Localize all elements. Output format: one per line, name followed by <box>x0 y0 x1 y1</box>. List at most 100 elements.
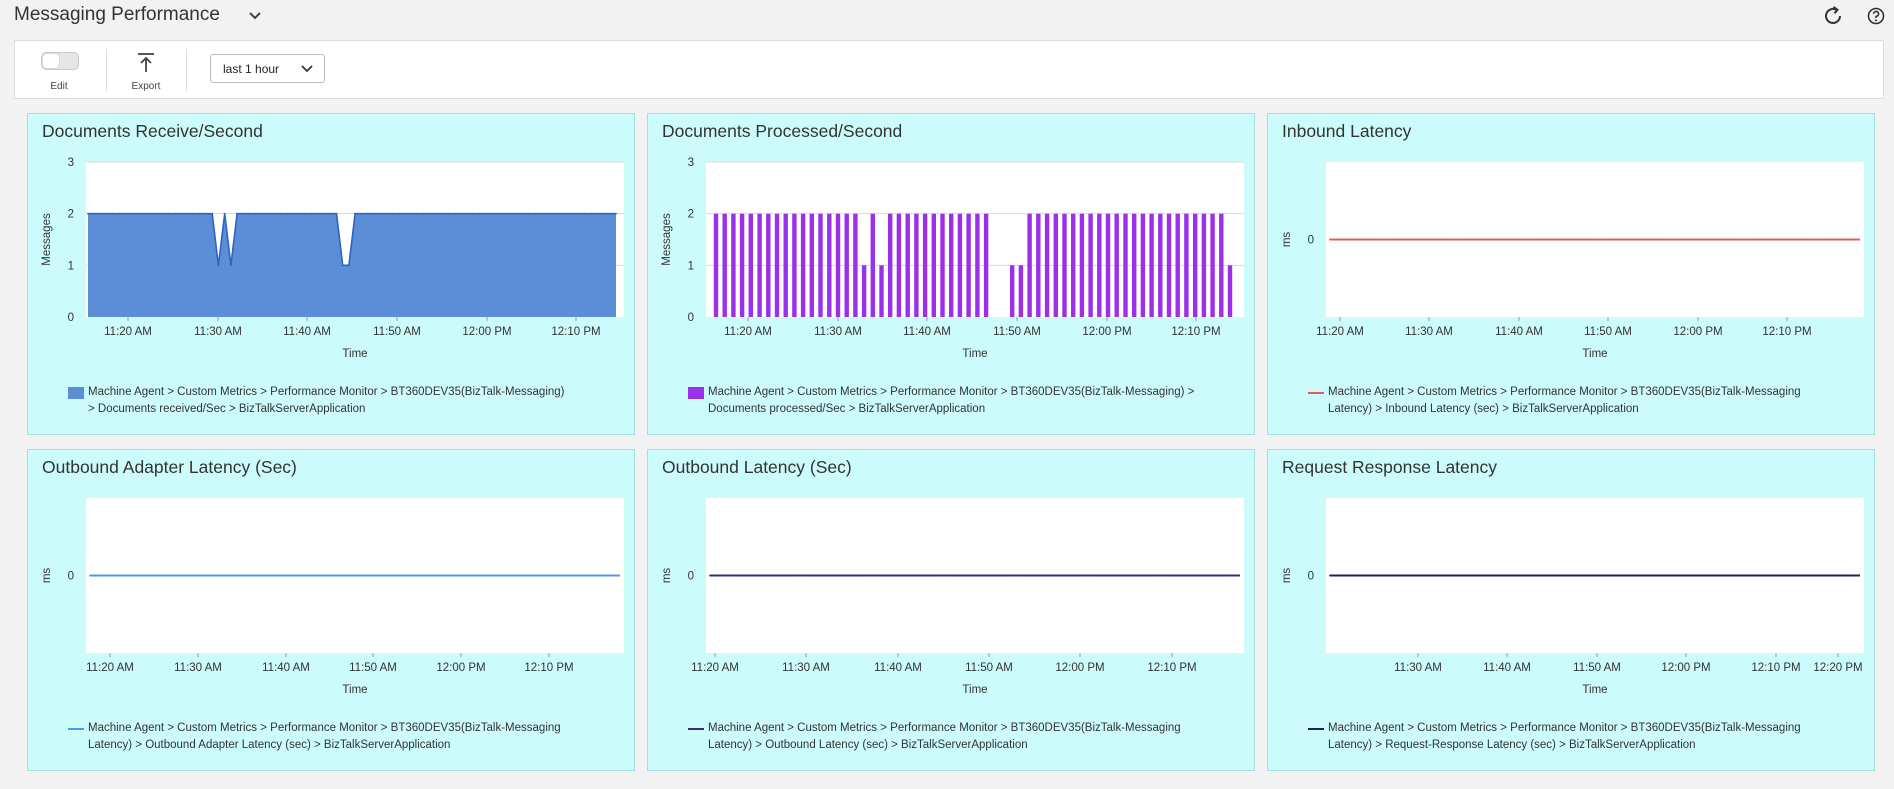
data-point <box>1356 574 1358 577</box>
y-axis-title: Messages <box>661 213 673 266</box>
chart-legend: Machine Agent > Custom Metrics > Perform… <box>688 720 1238 754</box>
data-point <box>552 212 555 215</box>
chart-area: 0 ms 11:20 AM 11:30 AM 11:40 AM 11:50 AM 12:00… <box>1281 162 1864 360</box>
data-point <box>781 574 783 577</box>
x-axis-title: Time <box>1582 348 1607 360</box>
bar <box>800 213 806 317</box>
edit-button[interactable]: Edit <box>31 50 87 94</box>
x-tick-label: 11:30 AM <box>194 326 242 338</box>
data-point <box>727 574 729 577</box>
data-point <box>997 574 999 577</box>
widget-outbound-latency[interactable]: Outbound Latency (Sec) 0 ms 11:20 AM 11:30 … <box>647 449 1255 771</box>
data-point <box>1473 238 1475 241</box>
data-point <box>1509 238 1511 241</box>
data-point <box>397 212 400 215</box>
data-point <box>1150 574 1152 577</box>
data-point <box>93 212 96 215</box>
data-point <box>602 212 605 215</box>
data-point <box>509 212 512 215</box>
x-tick-label: 11:40 AM <box>262 662 310 674</box>
toggle-knob <box>43 54 59 68</box>
data-point <box>1707 574 1709 577</box>
x-tick-label: 11:50 AM <box>965 662 1013 674</box>
bar <box>861 265 867 317</box>
widget-request-response-latency[interactable]: Request Response Latency 0 ms 11:30 AM 11:4… <box>1267 449 1875 771</box>
data-point <box>422 212 425 215</box>
x-tick-label: 12:10 PM <box>1171 326 1220 338</box>
bar <box>1227 265 1233 317</box>
bar <box>1044 213 1050 317</box>
data-point <box>1500 574 1502 577</box>
data-point <box>287 574 289 577</box>
widget-documents-processed[interactable]: Documents Processed/Second 0 1 2 3 Messages 1… <box>647 113 1255 435</box>
data-point <box>503 212 506 215</box>
data-point <box>1770 574 1772 577</box>
x-tick-label: 11:20 AM <box>104 326 152 338</box>
data-point <box>943 574 945 577</box>
bar <box>757 213 762 317</box>
data-point <box>1491 574 1493 577</box>
data-point <box>431 574 433 577</box>
data-point <box>1087 574 1089 577</box>
bar <box>792 213 797 317</box>
bar <box>766 213 771 317</box>
time-range-select[interactable]: last 1 hour <box>210 54 325 83</box>
data-point <box>1671 238 1673 241</box>
data-point <box>1392 574 1394 577</box>
data-point <box>130 212 133 215</box>
data-point <box>1482 238 1484 241</box>
bar <box>914 213 919 317</box>
widget-title: Inbound Latency <box>1282 121 1412 141</box>
refresh-icon[interactable] <box>1820 3 1846 29</box>
widget-documents-receive[interactable]: Documents Receive/Second 0 1 2 3 Messages 11:… <box>27 113 635 435</box>
bar <box>888 213 893 317</box>
y-axis-title: Messages <box>41 213 53 266</box>
data-point <box>379 212 381 215</box>
export-label: Export <box>131 81 161 92</box>
export-button[interactable]: Export <box>118 50 174 94</box>
x-tick-label: 12:20 PM <box>1813 662 1862 674</box>
widget-inbound-latency[interactable]: Inbound Latency 0 ms 11:20 AM 11:30 AM 11:40… <box>1267 113 1875 435</box>
toggle-switch-icon[interactable] <box>41 52 79 70</box>
bar <box>922 213 928 317</box>
data-point <box>260 574 262 577</box>
bar <box>809 213 814 317</box>
data-point <box>1581 238 1583 241</box>
bar <box>940 213 945 317</box>
data-point <box>1743 574 1745 577</box>
data-point <box>332 574 334 577</box>
data-point <box>1608 574 1610 577</box>
data-point <box>534 212 537 215</box>
data-point <box>1042 574 1044 577</box>
data-point <box>236 212 238 215</box>
widget-outbound-adapter-latency[interactable]: Outbound Adapter Latency (Sec) 0 ms 11:20 … <box>27 449 635 771</box>
x-tick-label: 11:30 AM <box>1394 662 1442 674</box>
data-point <box>161 574 163 577</box>
data-point <box>1761 238 1763 241</box>
data-point <box>1572 238 1574 241</box>
data-point <box>593 574 595 577</box>
data-point <box>530 574 532 577</box>
data-point <box>790 574 792 577</box>
data-point <box>167 212 170 215</box>
help-icon[interactable] <box>1866 6 1886 26</box>
x-tick-label: 12:00 PM <box>436 662 485 674</box>
data-point <box>229 264 232 267</box>
bar <box>774 213 780 317</box>
data-point <box>377 574 379 577</box>
chart-legend: Machine Agent > Custom Metrics > Perform… <box>688 384 1238 418</box>
data-point <box>118 212 120 215</box>
data-point <box>254 212 257 215</box>
data-point <box>310 212 313 215</box>
data-point <box>267 212 270 215</box>
data-point <box>143 212 145 215</box>
data-point <box>161 212 164 215</box>
chevron-down-icon[interactable] <box>245 6 265 26</box>
data-point <box>1671 574 1673 577</box>
data-point <box>242 212 245 215</box>
dashboard-toolbar: Edit Export last 1 hour <box>14 40 1884 99</box>
x-tick-label: 11:30 AM <box>814 326 862 338</box>
data-point <box>1033 574 1035 577</box>
data-point <box>1051 574 1053 577</box>
data-point <box>198 212 201 215</box>
